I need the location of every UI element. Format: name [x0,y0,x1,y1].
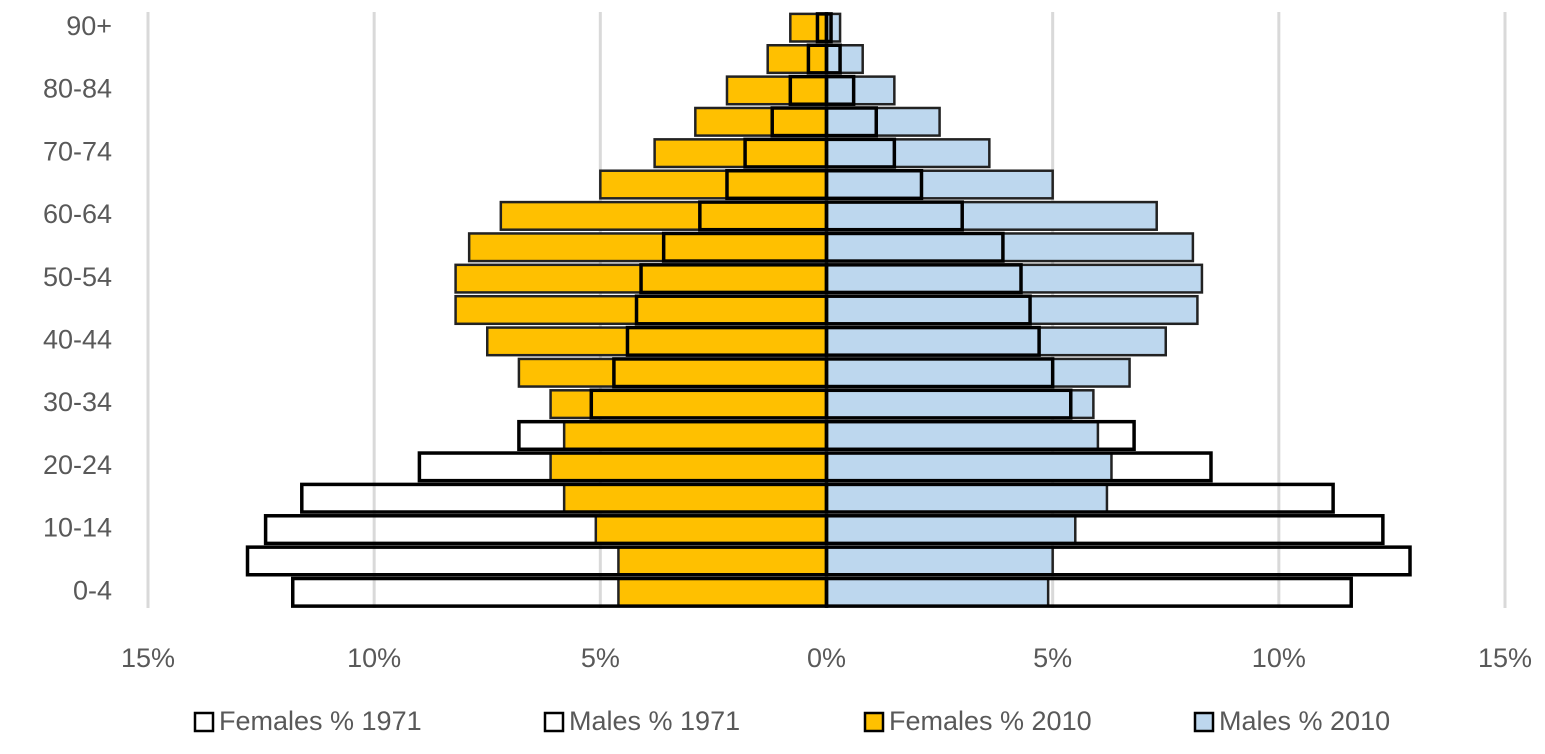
bar [825,357,1131,388]
bar [824,514,1385,546]
bar [789,12,828,43]
legend-label: Females % 2010 [889,706,1092,736]
bar [825,514,1077,545]
bar [824,74,856,106]
bar [467,232,828,263]
y-tick-label: 80-84 [43,74,112,104]
bar [824,576,1353,608]
bar [824,545,1412,577]
bar [825,263,1204,294]
bar [825,577,1050,608]
bar [825,138,991,169]
legend-swatch [193,711,215,733]
bar [825,75,896,106]
y-tick-label: 30-34 [43,387,112,417]
bar [824,482,1335,514]
bar [824,388,1073,420]
y-tick-label: 60-64 [43,199,112,229]
bar [825,200,1158,231]
legend-label: Males % 2010 [1219,706,1390,736]
legend-label: Males % 1971 [569,706,740,736]
bar [594,514,828,545]
bar [824,325,1041,357]
y-tick-label: 90+ [66,11,112,41]
bar [486,326,828,357]
bar [454,294,828,326]
x-tick-label: 15% [1478,643,1532,673]
bar [825,326,1167,357]
bar [824,451,1213,483]
bar [824,200,964,232]
bar [766,44,828,75]
bar [825,106,941,137]
bar [694,106,828,137]
legend-label: Females % 1971 [219,706,422,736]
bar [825,389,1095,420]
bar [824,168,924,201]
y-tick-label: 10-14 [43,513,112,543]
y-tick-label: 40-44 [43,324,112,354]
x-tick-label: 10% [1252,643,1306,673]
bar [549,451,828,482]
bar [824,106,879,138]
bar [599,169,828,200]
x-tick-label: 5% [581,643,620,673]
bar [824,43,842,75]
bar [824,12,833,44]
bar [562,420,828,451]
bar [825,169,1054,200]
legend-swatch [543,711,565,733]
x-tick-label: 0% [807,643,846,673]
bar [825,451,1113,482]
x-tick-label: 5% [1033,643,1072,673]
bar [825,483,1109,514]
bar [499,200,828,231]
legend-swatch [863,711,885,733]
bar [824,263,1023,295]
x-tick-label: 15% [121,643,175,673]
x-tick-label: 10% [347,643,401,673]
bar [517,357,828,388]
y-tick-label: 0-4 [73,575,112,605]
bar [825,420,1100,451]
bar [825,44,864,75]
bar [653,138,828,169]
bar [824,419,1136,452]
bar [825,545,1054,576]
bar [824,357,1055,389]
bar [617,545,828,576]
y-tick-label: 50-54 [43,262,112,292]
bar [617,577,828,608]
bar [824,137,897,169]
bar [562,483,828,514]
legend-swatch [1193,711,1215,733]
bar [824,294,1032,326]
bar [725,75,828,106]
bar [825,232,1195,263]
bar [825,294,1199,326]
y-tick-label: 20-24 [43,450,112,480]
bar [825,12,842,43]
bar [824,231,1005,263]
y-tick-label: 70-74 [43,136,112,166]
